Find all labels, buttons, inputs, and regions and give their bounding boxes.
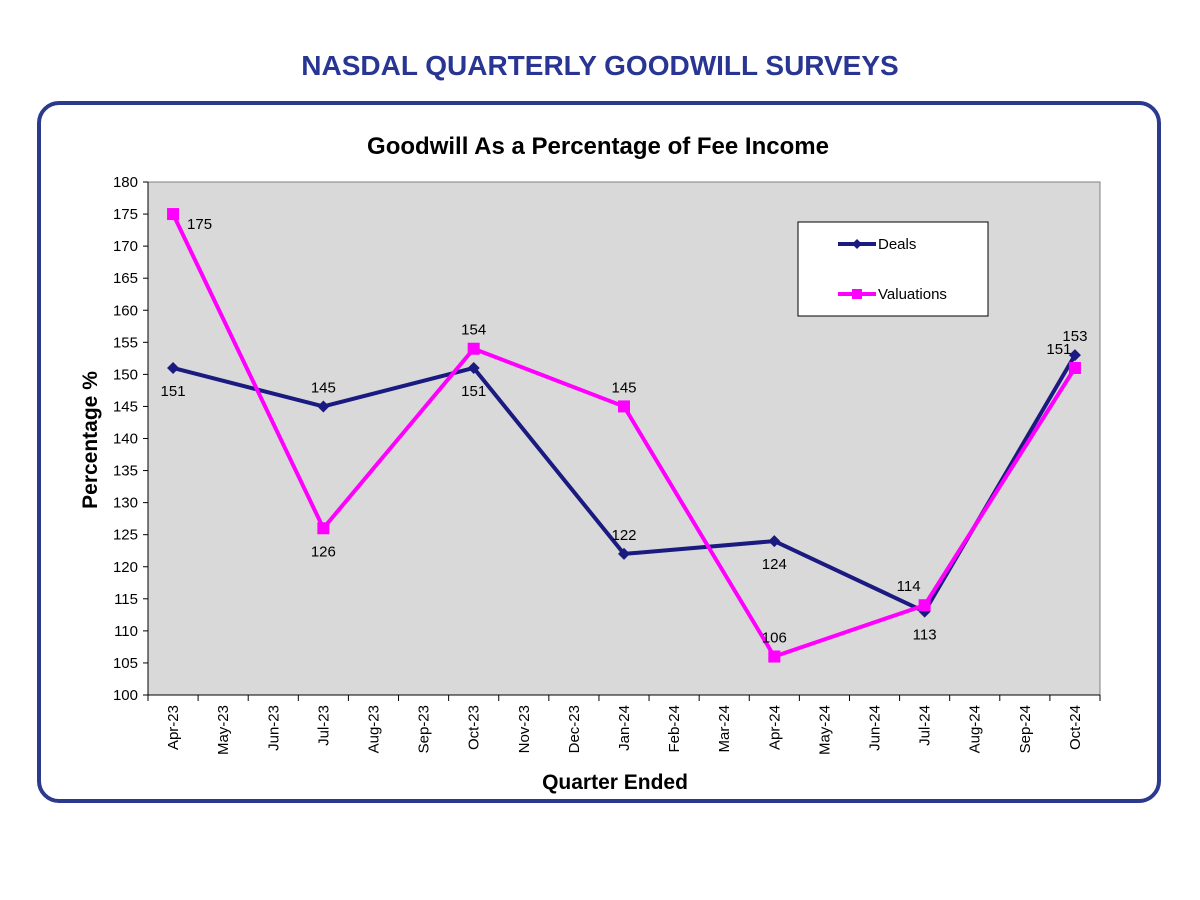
- x-tick-label: Apr-23: [165, 705, 182, 750]
- valuations-point: [768, 650, 781, 663]
- x-tick-label: Nov-23: [516, 705, 533, 753]
- chart-title: Goodwill As a Percentage of Fee Income: [367, 133, 829, 160]
- deals-data-label: 153: [1062, 328, 1087, 345]
- x-tick-label: Apr-24: [766, 705, 783, 750]
- valuations-data-label: 154: [461, 322, 486, 339]
- x-tick-label: Mar-24: [716, 705, 733, 753]
- x-tick-label: Oct-23: [466, 705, 483, 750]
- legend-label-deals: Deals: [878, 236, 916, 253]
- deals-data-label: 113: [913, 627, 937, 644]
- deals-point: [768, 535, 781, 548]
- y-tick-label: 175: [113, 206, 138, 223]
- y-tick-label: 155: [113, 334, 138, 351]
- y-tick-label: 120: [113, 559, 138, 576]
- deals-point: [618, 547, 630, 560]
- y-axis: 100 105 110 115 120 125 130 135 140 145 150 155 160 1…: [113, 174, 149, 704]
- y-tick-label: 100: [113, 687, 138, 704]
- legend: Deals Valuations: [797, 221, 989, 317]
- x-tick-label: Jun-23: [265, 705, 282, 751]
- series-deals: 151 145 151 122 124 113 153: [161, 328, 1088, 644]
- deals-data-label: 124: [762, 556, 787, 573]
- legend-marker-valuations: [852, 289, 862, 299]
- y-tick-label: 150: [113, 366, 138, 383]
- x-tick-label: Jan-24: [616, 705, 633, 751]
- valuations-data-label: 126: [311, 543, 336, 560]
- y-tick-label: 160: [113, 302, 138, 319]
- series-layer: 151 145 1511221241131531751261541451061141…: [161, 208, 1088, 663]
- valuations-data-label: 106: [762, 630, 787, 647]
- deals-data-label: 122: [611, 527, 636, 544]
- page-title: NASDAL QUARTERLY GOODWILL SURVEYS: [301, 50, 899, 81]
- x-tick-label: Jul-23: [315, 705, 332, 746]
- y-tick-label: 105: [113, 655, 138, 672]
- legend-box: [797, 221, 989, 317]
- y-tick-label: 145: [113, 398, 138, 415]
- x-tick-label: Oct-24: [1067, 705, 1084, 750]
- y-tick-label: 180: [113, 174, 138, 191]
- x-tick-label: Sep-24: [1017, 705, 1034, 753]
- legend-label-valuations: Valuations: [878, 286, 947, 303]
- valuations-data-label: 145: [611, 379, 636, 396]
- deals-data-label: 151: [461, 383, 486, 400]
- x-tick-label: Feb-24: [666, 705, 683, 753]
- valuations-data-label: 114: [897, 578, 921, 595]
- deals-point: [467, 361, 480, 374]
- y-tick-label: 140: [113, 431, 138, 448]
- y-tick-label: 130: [113, 495, 138, 512]
- y-tick-label: 135: [113, 463, 138, 480]
- x-tick-label: Jun-24: [867, 705, 884, 751]
- x-axis: Apr-23 May-23 Jun-23 Jul-23 Aug-23 Sep-23 Oct-…: [147, 694, 1101, 755]
- y-tick-label: 115: [114, 591, 138, 608]
- valuations-point: [317, 522, 330, 535]
- x-tick-label: Dec-23: [566, 705, 583, 753]
- valuations-point: [618, 400, 630, 413]
- deals-data-label: 151: [161, 383, 186, 400]
- y-tick-label: 110: [114, 623, 138, 640]
- x-tick-label: Aug-23: [365, 705, 382, 753]
- y-axis-title: Percentage %: [79, 371, 102, 509]
- x-tick-label: Aug-24: [967, 705, 984, 753]
- valuations-point: [918, 599, 931, 612]
- deals-point: [317, 400, 330, 413]
- y-tick-label: 165: [113, 270, 138, 287]
- valuations-point: [1068, 361, 1081, 374]
- series-valuations: 175 126 154 145 106 114 151: [167, 208, 1081, 663]
- x-tick-label: Jul-24: [917, 705, 934, 746]
- valuations-point: [467, 342, 480, 355]
- y-tick-label: 125: [113, 527, 138, 544]
- x-axis-title: Quarter Ended: [542, 771, 688, 794]
- x-tick-label: Sep-23: [416, 705, 433, 753]
- valuations-data-label: 175: [187, 216, 212, 233]
- legend-marker-deals: [852, 239, 862, 249]
- valuations-point: [167, 208, 180, 221]
- x-tick-label: May-23: [215, 705, 232, 755]
- x-tick-label: May-24: [816, 705, 833, 755]
- y-tick-label: 170: [113, 238, 138, 255]
- deals-point: [1068, 349, 1081, 362]
- deals-point: [167, 361, 180, 374]
- deals-data-label: 145: [311, 379, 336, 396]
- valuations-data-label: 151: [1046, 341, 1071, 358]
